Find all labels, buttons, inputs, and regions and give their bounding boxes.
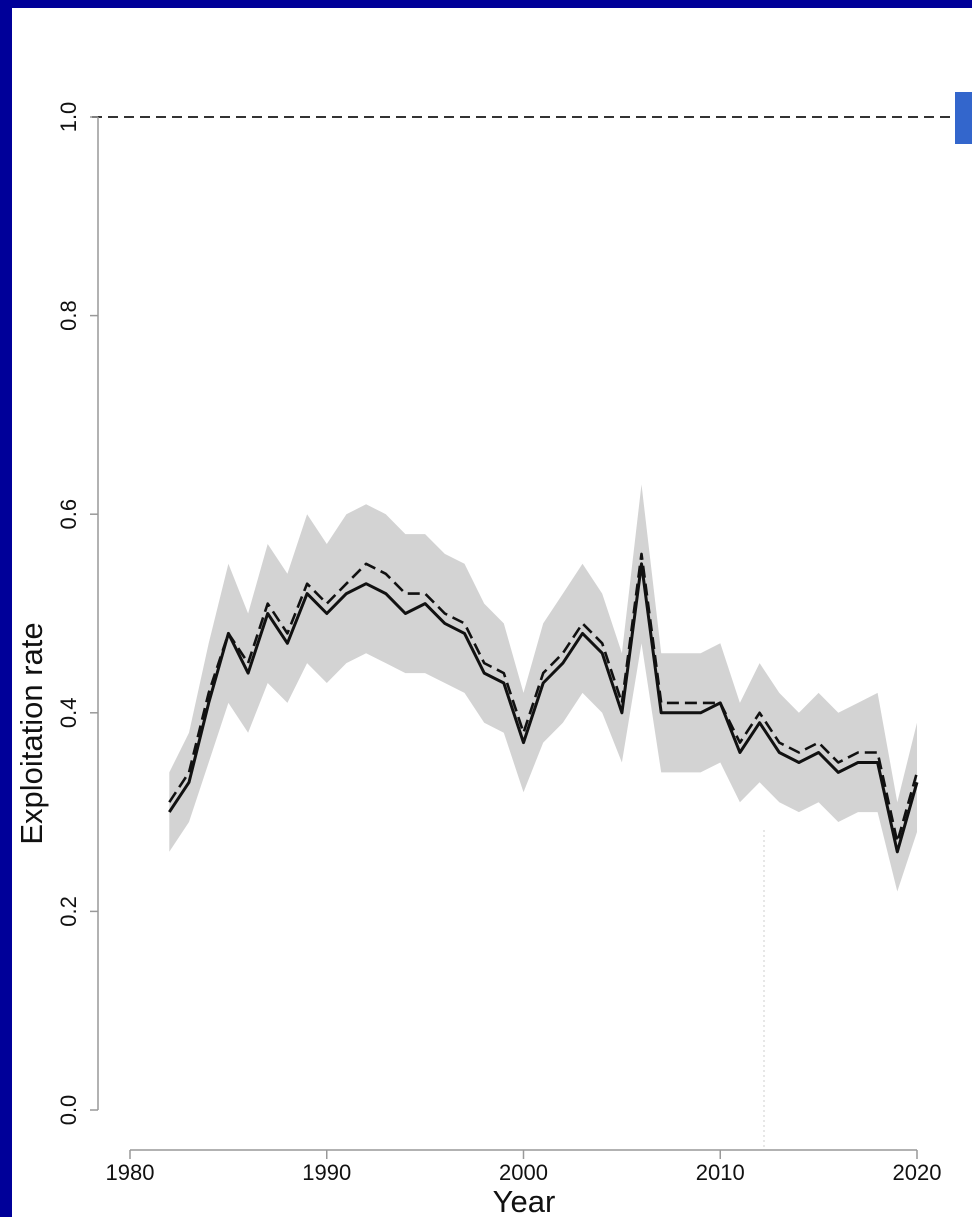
confidence-band-layer xyxy=(169,484,918,892)
y-tick-label: 0.2 xyxy=(56,896,81,927)
x-tick-label: 1980 xyxy=(106,1160,155,1185)
y-tick-label: 0.4 xyxy=(56,698,81,729)
y-tick-label: 0.8 xyxy=(56,300,81,331)
y-tick-label: 0.6 xyxy=(56,499,81,530)
x-tick-label: 2020 xyxy=(893,1160,942,1185)
y-axis-label: Exploitation rate xyxy=(14,622,49,844)
series-lines-layer xyxy=(168,552,919,854)
slide-accent-tab xyxy=(955,92,972,144)
series-line-dashed xyxy=(168,552,919,844)
x-axis: 1980 1990 2000 2010 2020 xyxy=(106,1149,942,1185)
x-tick-label: 2000 xyxy=(499,1160,548,1185)
y-tick-label: 0.0 xyxy=(56,1095,81,1126)
series-line-solid xyxy=(168,562,919,854)
x-tick-label: 1990 xyxy=(302,1160,351,1185)
x-axis-label: Year xyxy=(493,1184,556,1217)
y-axis: 0.0 0.2 0.4 0.6 0.8 1.0 xyxy=(56,102,99,1126)
x-tick-label: 2010 xyxy=(696,1160,745,1185)
confidence-band xyxy=(169,484,918,892)
y-tick-label: 1.0 xyxy=(56,102,81,133)
